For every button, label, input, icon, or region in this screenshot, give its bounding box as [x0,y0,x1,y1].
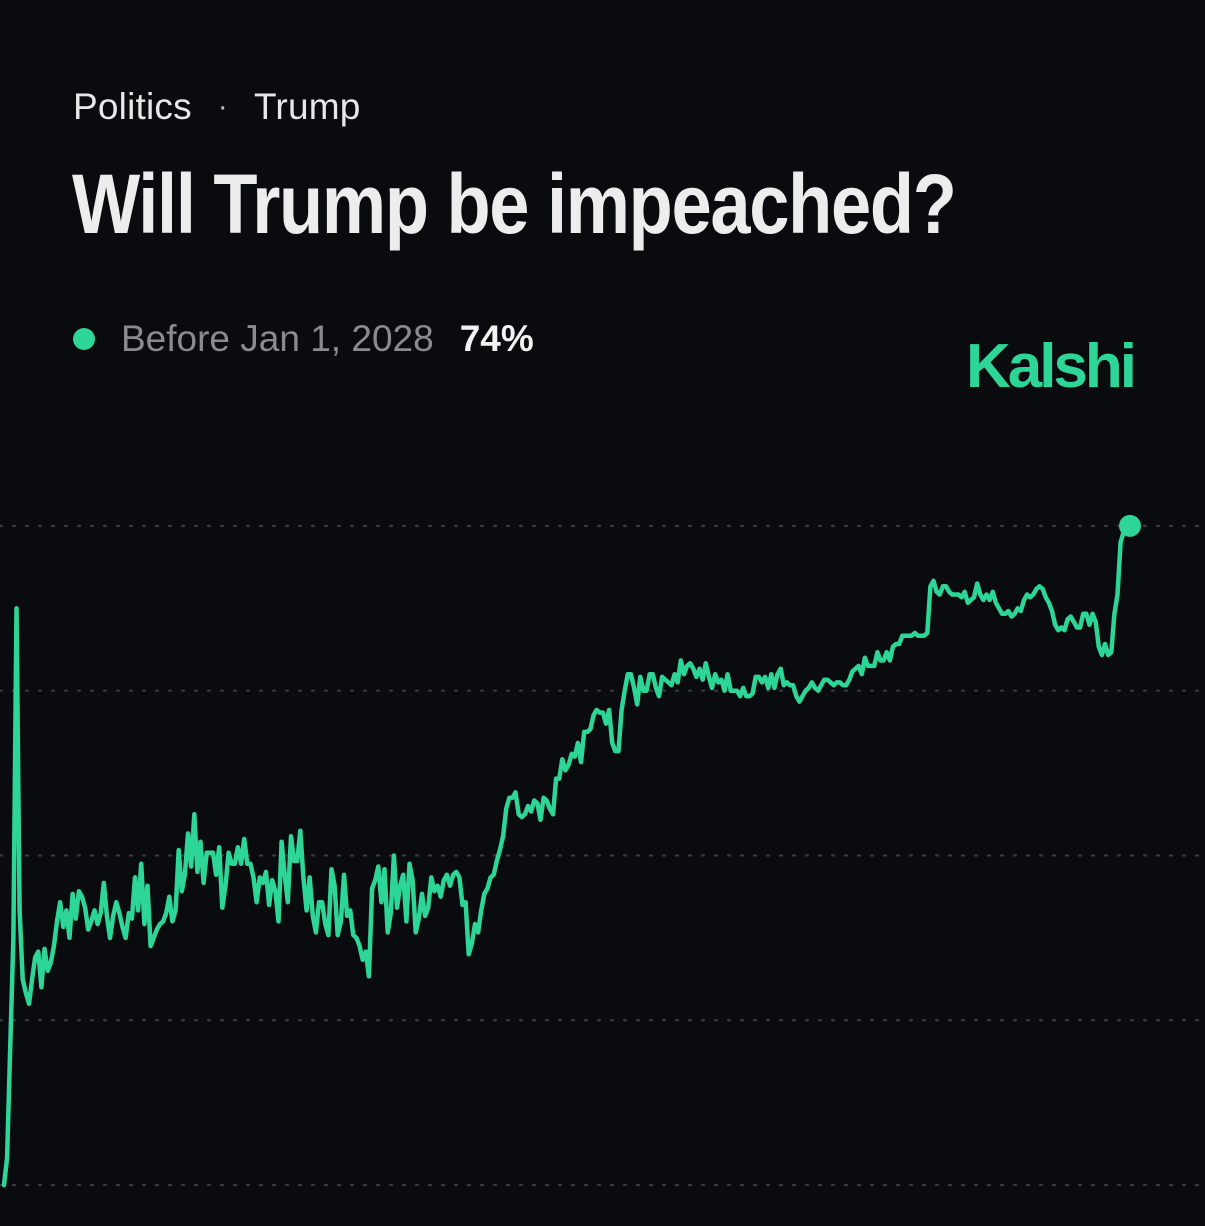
outcome-label: Before Jan 1, 2028 [121,318,434,359]
latest-point [1119,514,1141,537]
breadcrumb-category[interactable]: Politics [73,86,192,127]
outcome-legend: Before Jan 1, 2028 74% [73,318,534,360]
breadcrumb-separator: · [217,90,228,123]
page-title: Will Trump be impeached? [72,157,957,251]
breadcrumb-subcategory[interactable]: Trump [254,86,361,127]
brand-logo: Kalshi [965,332,1137,401]
breadcrumb: Politics · Trump [73,86,361,128]
outcome-value: 74% [459,318,534,359]
outcome-dot-icon [73,328,95,350]
chart-series [1,514,1141,1188]
series-line [1,523,1133,1188]
